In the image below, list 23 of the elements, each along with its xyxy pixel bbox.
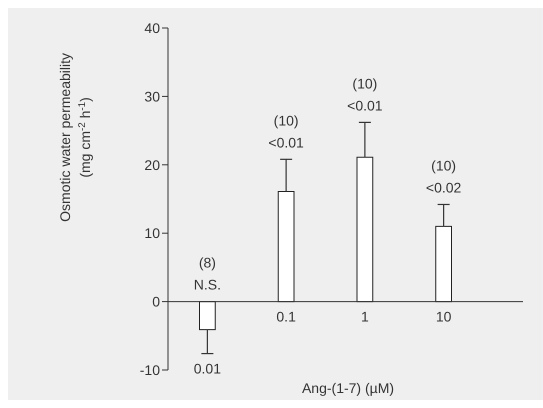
x-tick-label: 1 — [360, 308, 369, 325]
x-tick-label: 10 — [436, 308, 452, 325]
annotation: (8) — [198, 254, 216, 271]
annotation: <0.02 — [426, 179, 462, 196]
annotation: N.S. — [194, 276, 221, 293]
annotation: (10) — [431, 157, 456, 174]
x-tick-label: 0.1 — [276, 308, 296, 325]
y-tick-label: 20 — [144, 156, 160, 173]
bar — [435, 226, 452, 302]
annotation: <0.01 — [347, 97, 383, 114]
x-tick-label: 0.01 — [194, 360, 222, 377]
bar — [356, 156, 374, 302]
annotation: <0.01 — [268, 134, 304, 150]
y-tick-label: 30 — [144, 88, 160, 104]
annotation: (10) — [274, 112, 299, 128]
y-tick-label: 0 — [152, 294, 160, 310]
bar — [199, 301, 216, 330]
y-tick-label: 10 — [144, 225, 160, 242]
bar — [278, 190, 294, 302]
y-tick-label: 40 — [144, 20, 160, 36]
y-tick-label: -10 — [140, 362, 160, 378]
x-axis-title: Ang-(1-7) (µM) — [300, 380, 396, 396]
annotation: (10) — [352, 75, 378, 92]
